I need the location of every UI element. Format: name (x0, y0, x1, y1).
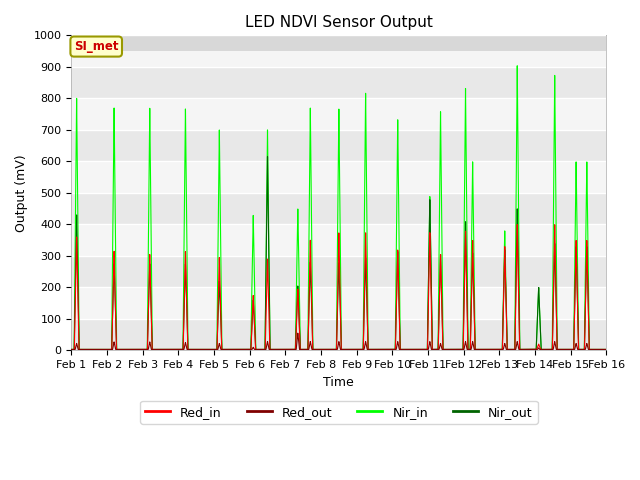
Nir_in (321, 347, 328, 352)
Red_in (321, 347, 328, 352)
Red_out (603, 347, 611, 352)
Red_out (391, 347, 399, 352)
Nir_in (568, 347, 575, 352)
Nir_out (568, 347, 575, 352)
Red_out (321, 347, 328, 352)
Nir_out (603, 347, 611, 352)
Bar (71, 36, 607, 51)
Nir_in (451, 347, 458, 352)
Red_in (67, 347, 75, 352)
Red_in (451, 347, 458, 352)
Red_in (411, 347, 419, 352)
Red_out (294, 330, 301, 336)
Nir_out (321, 347, 328, 352)
X-axis label: Time: Time (323, 376, 354, 389)
Bar (71, 224, 607, 256)
Nir_in (513, 63, 521, 69)
Red_out (451, 347, 458, 352)
Red_in (568, 347, 575, 352)
Line: Nir_in: Nir_in (71, 66, 607, 349)
Nir_in (201, 347, 209, 352)
Nir_out (451, 347, 458, 352)
Nir_out (411, 347, 419, 352)
Nir_in (67, 347, 75, 352)
Nir_out (264, 154, 271, 159)
Legend: Red_in, Red_out, Nir_in, Nir_out: Red_in, Red_out, Nir_in, Nir_out (140, 401, 538, 424)
Bar (71, 130, 607, 161)
Bar (71, 67, 607, 98)
Title: LED NDVI Sensor Output: LED NDVI Sensor Output (245, 15, 433, 30)
Bar (71, 319, 607, 350)
Red_in (513, 222, 521, 228)
Nir_out (201, 347, 209, 352)
Bar (71, 256, 607, 288)
Line: Nir_out: Nir_out (71, 156, 607, 349)
Nir_out (67, 347, 75, 352)
Text: SI_met: SI_met (74, 40, 118, 53)
Bar (71, 161, 607, 193)
Red_in (603, 347, 611, 352)
Red_out (568, 347, 575, 352)
Red_in (391, 347, 399, 352)
Nir_in (603, 347, 611, 352)
Y-axis label: Output (mV): Output (mV) (15, 154, 28, 232)
Red_out (67, 347, 75, 352)
Line: Red_in: Red_in (71, 225, 607, 349)
Red_out (411, 347, 419, 352)
Bar (71, 193, 607, 224)
Bar (71, 98, 607, 130)
Nir_in (411, 347, 419, 352)
Bar (71, 288, 607, 319)
Line: Red_out: Red_out (71, 333, 607, 349)
Red_in (201, 347, 209, 352)
Red_out (201, 347, 209, 352)
Nir_in (391, 347, 399, 352)
Bar (71, 36, 607, 67)
Nir_out (391, 347, 399, 352)
